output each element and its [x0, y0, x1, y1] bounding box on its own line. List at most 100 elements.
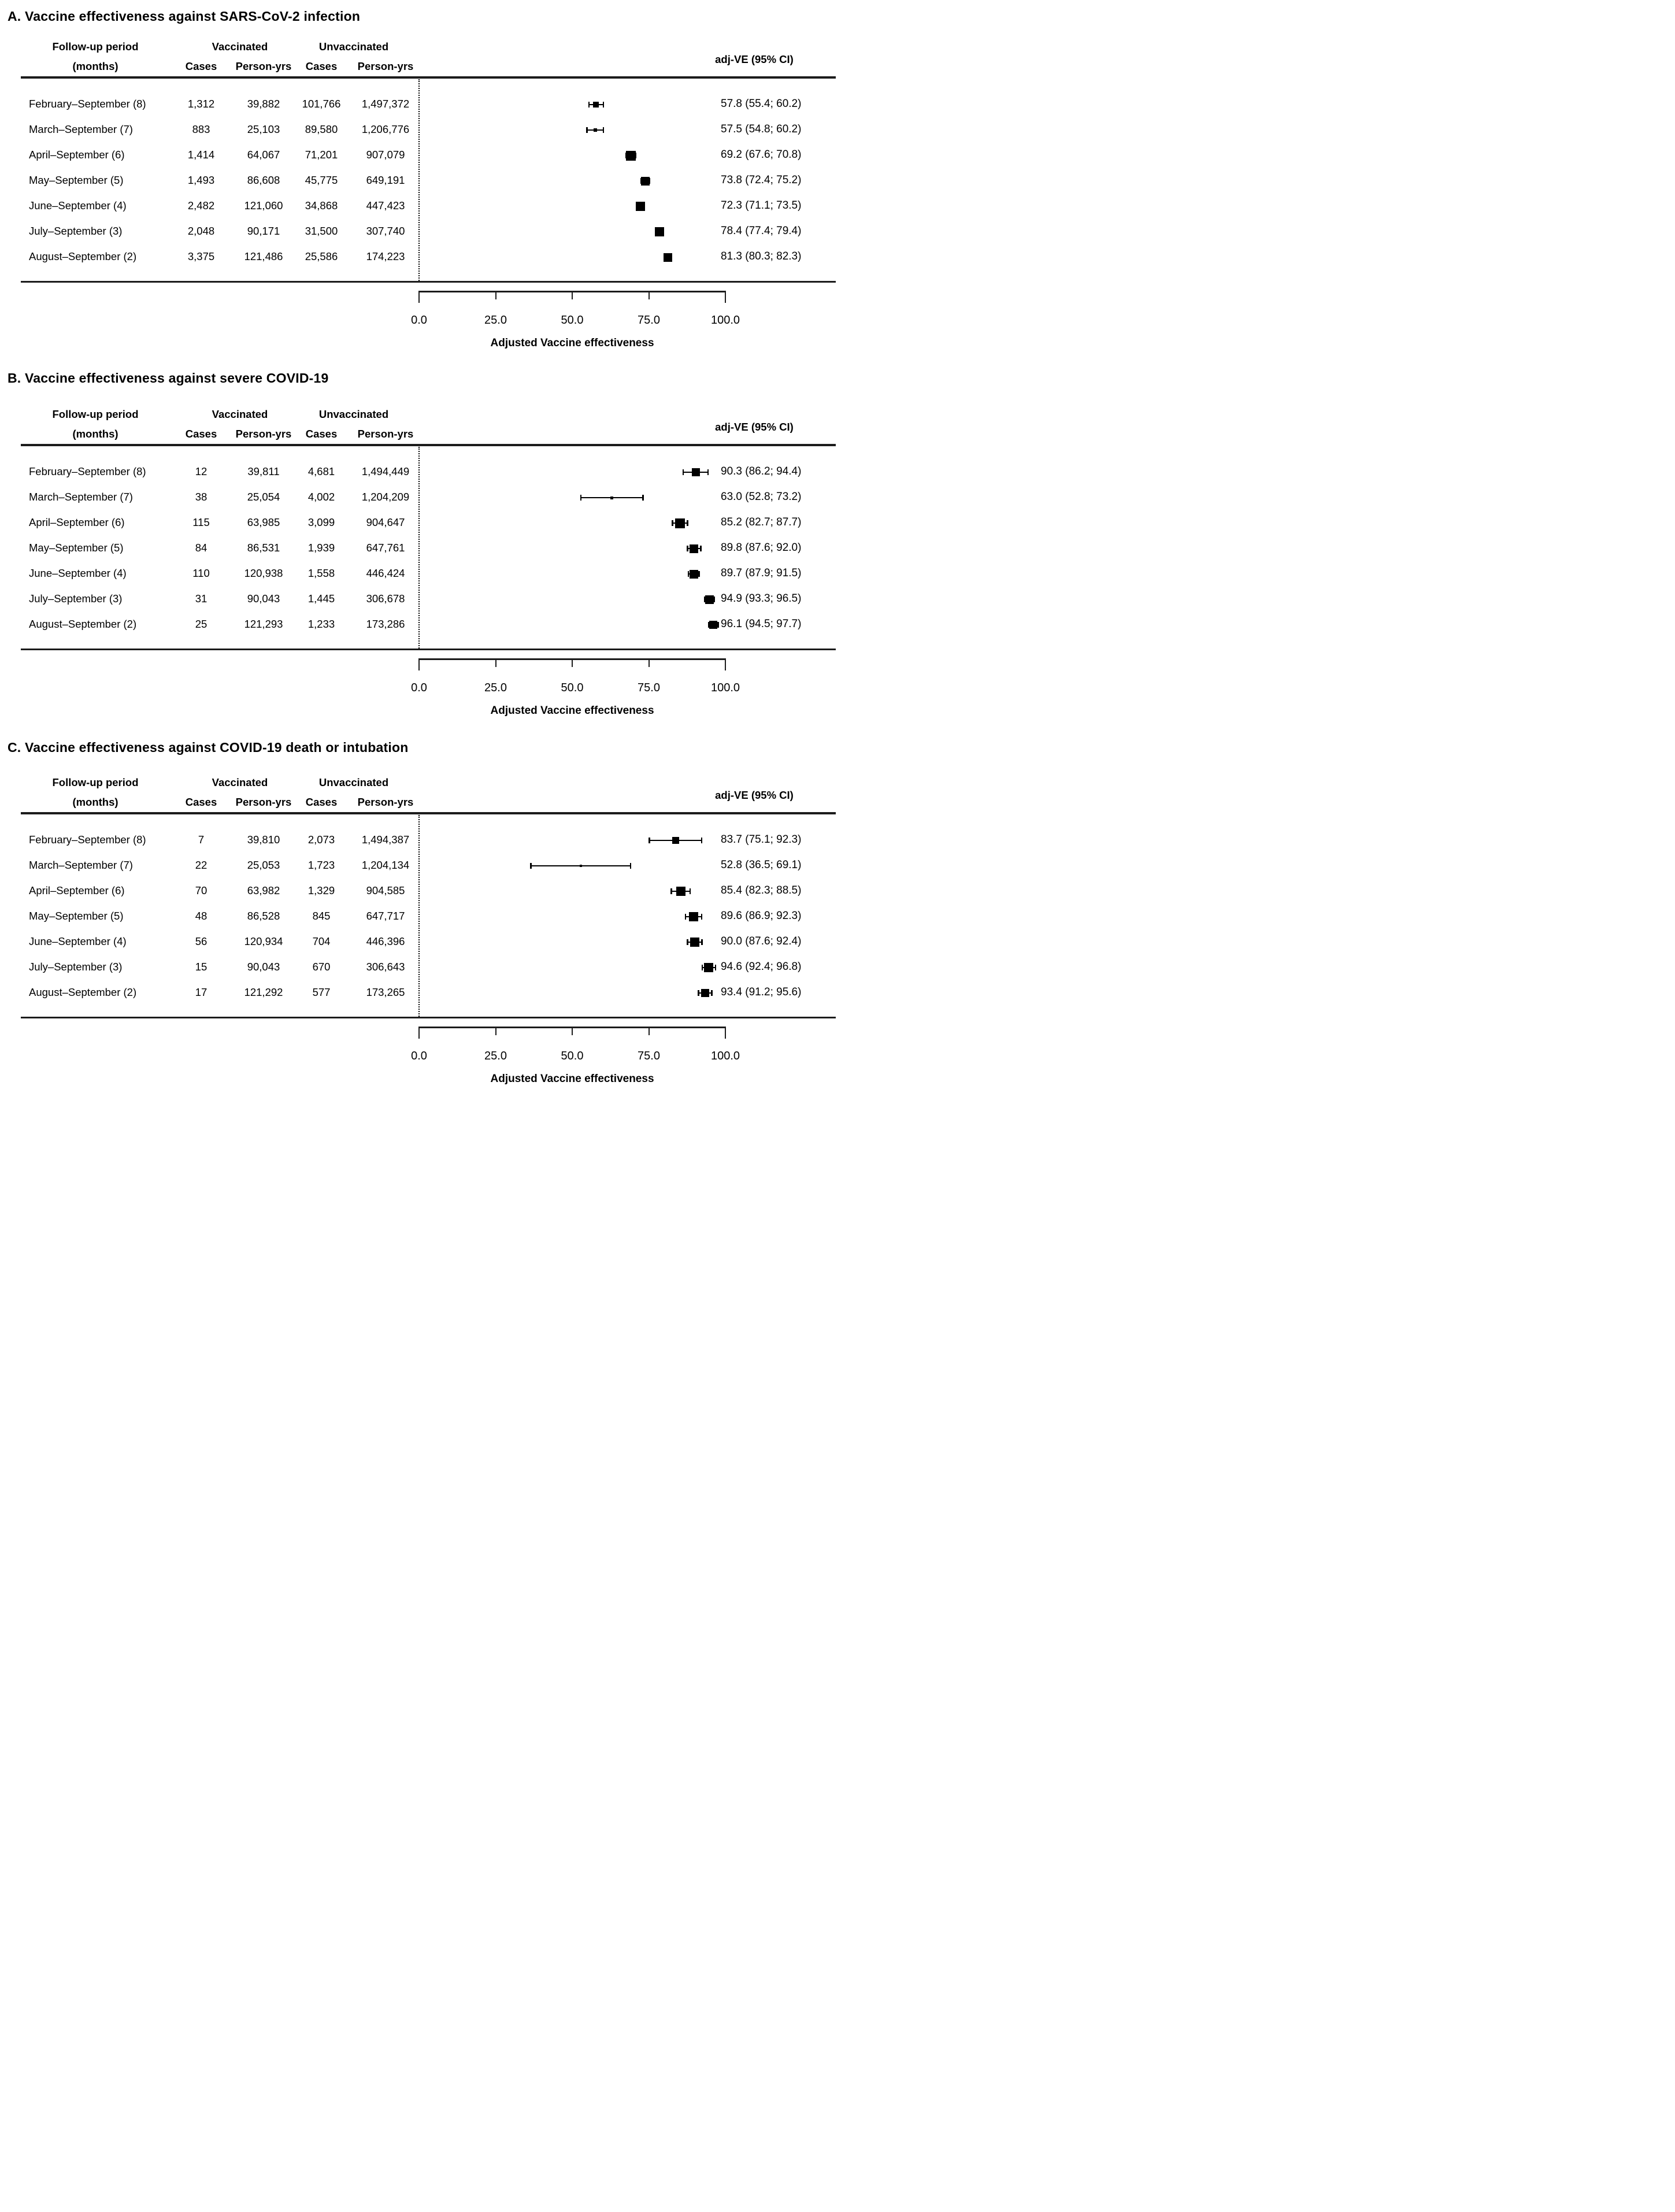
point-estimate-marker: [705, 595, 714, 604]
adj-ve-ci-value: 81.3 (80.3; 82.3): [721, 250, 802, 262]
vaccinated-person-yrs-value: 25,054: [247, 491, 280, 503]
adj-ve-ci-value: 93.4 (91.2; 95.6): [721, 986, 802, 998]
point-estimate-marker: [593, 128, 597, 132]
vaccinated-cases-value: 3,375: [187, 250, 215, 262]
adj-ve-ci-value: 89.6 (86.9; 92.3): [721, 910, 802, 922]
x-axis-title: Adjusted Vaccine effectiveness: [490, 705, 654, 717]
unvaccinated-cases-value: 1,939: [307, 542, 335, 554]
vaccinated-person-yrs-value: 90,043: [247, 961, 280, 973]
vaccinated-cases-value: 38: [195, 491, 207, 503]
x-axis-tick-mark: [725, 658, 726, 670]
column-header-unvaccinated-group: Unvaccinated: [318, 776, 389, 788]
unvaccinated-cases-value: 3,099: [307, 516, 335, 528]
unvaccinated-cases-value: 1,558: [307, 567, 335, 579]
point-estimate-marker: [626, 150, 636, 161]
ci-cap-right: [629, 863, 632, 869]
forest-panel: A. Vaccine effectiveness against SARS-Co…: [0, 0, 837, 368]
vaccinated-cases-value: 70: [195, 884, 207, 896]
point-estimate-marker: [688, 912, 698, 921]
vaccinated-cases-value: 1,414: [187, 149, 215, 161]
vaccinated-person-yrs-value: 121,293: [244, 618, 283, 630]
table-bottom-rule: [21, 1017, 836, 1018]
period-label: February–September (8): [29, 833, 146, 846]
vaccinated-person-yrs-value: 121,486: [244, 250, 283, 262]
unvaccinated-cases-value: 670: [312, 961, 331, 973]
column-header-adj-ve: adj-VE (95% CI): [715, 789, 794, 801]
x-axis-tick-mark: [648, 291, 650, 299]
adj-ve-ci-value: 89.8 (87.6; 92.0): [721, 542, 802, 554]
vaccinated-person-yrs-value: 63,985: [247, 516, 280, 528]
period-label: June–September (4): [29, 199, 127, 212]
point-estimate-marker: [704, 963, 714, 972]
period-label: June–September (4): [29, 567, 127, 579]
column-header-unvaccinated-cases: Cases: [305, 428, 338, 440]
unvaccinated-person-yrs-value: 1,204,209: [361, 491, 410, 503]
unvaccinated-cases-value: 101,766: [302, 98, 341, 110]
unvaccinated-person-yrs-value: 447,423: [366, 199, 405, 212]
vaccinated-person-yrs-value: 90,043: [247, 592, 280, 605]
x-axis-tick-mark: [572, 658, 573, 667]
ci-cap-left: [670, 888, 672, 894]
period-label: May–September (5): [29, 174, 124, 186]
vaccinated-cases-value: 1,312: [187, 98, 215, 110]
unvaccinated-person-yrs-value: 446,424: [366, 567, 405, 579]
x-axis-tick-mark: [418, 658, 420, 670]
point-estimate-marker: [689, 569, 698, 579]
period-label: April–September (6): [29, 149, 125, 161]
vaccinated-person-yrs-value: 25,053: [247, 859, 280, 871]
unvaccinated-person-yrs-value: 647,717: [366, 910, 405, 922]
adj-ve-ci-value: 85.4 (82.3; 88.5): [721, 884, 802, 896]
x-axis-tick-label: 100.0: [710, 1050, 740, 1062]
vaccinated-person-yrs-value: 39,882: [247, 98, 280, 110]
ci-cap-left: [672, 520, 673, 526]
unvaccinated-cases-value: 4,002: [307, 491, 335, 503]
vaccinated-cases-value: 115: [192, 516, 210, 528]
vaccinated-person-yrs-value: 86,528: [247, 910, 280, 922]
adj-ve-ci-value: 94.6 (92.4; 96.8): [721, 961, 802, 973]
unvaccinated-person-yrs-value: 307,740: [366, 225, 405, 237]
point-estimate-marker: [676, 887, 685, 896]
ci-cap-right: [701, 939, 703, 945]
vaccinated-person-yrs-value: 90,171: [247, 225, 280, 237]
ci-cap-right: [713, 596, 716, 602]
period-label: August–September (2): [29, 250, 137, 262]
period-label: July–September (3): [29, 225, 123, 237]
ci-cap-right: [687, 520, 688, 526]
point-estimate-marker: [690, 938, 699, 947]
period-label: April–September (6): [29, 516, 125, 528]
unvaccinated-cases-value: 4,681: [307, 465, 335, 477]
period-label: August–September (2): [29, 618, 137, 630]
column-header-adj-ve: adj-VE (95% CI): [715, 53, 794, 65]
figure-root: A. Vaccine effectiveness against SARS-Co…: [0, 0, 837, 1106]
vaccinated-person-yrs-value: 121,292: [244, 986, 283, 998]
ci-cap-left: [687, 546, 688, 551]
ci-cap-left: [530, 863, 532, 869]
vaccinated-person-yrs-value: 25,103: [247, 123, 280, 135]
ci-cap-left: [580, 495, 582, 501]
period-label: February–September (8): [29, 465, 146, 477]
vaccinated-cases-value: 48: [195, 910, 207, 922]
vaccinated-person-yrs-value: 86,531: [247, 542, 280, 554]
unvaccinated-person-yrs-value: 904,647: [366, 516, 405, 528]
adj-ve-ci-value: 83.7 (75.1; 92.3): [721, 833, 802, 846]
x-axis-tick-mark: [418, 1027, 420, 1039]
vaccinated-cases-value: 31: [195, 592, 207, 605]
adj-ve-ci-value: 94.9 (93.3; 96.5): [721, 592, 802, 605]
unvaccinated-person-yrs-value: 1,494,387: [361, 833, 410, 846]
ci-cap-right: [698, 571, 700, 577]
unvaccinated-cases-value: 71,201: [305, 149, 338, 161]
ci-cap-left: [701, 965, 703, 970]
vaccinated-cases-value: 15: [195, 961, 207, 973]
column-header-vaccinated-group: Vaccinated: [212, 776, 268, 788]
point-estimate-marker: [691, 468, 700, 476]
zero-reference-line: [418, 79, 420, 281]
adj-ve-ci-value: 57.5 (54.8; 60.2): [721, 123, 802, 135]
vaccinated-person-yrs-value: 64,067: [247, 149, 280, 161]
panel-title: B. Vaccine effectiveness against severe …: [8, 370, 329, 386]
x-axis-title: Adjusted Vaccine effectiveness: [490, 1073, 654, 1085]
point-estimate-marker: [690, 544, 699, 553]
column-header-followup-line1: Follow-up period: [52, 776, 139, 788]
unvaccinated-person-yrs-value: 173,286: [366, 618, 405, 630]
x-axis-tick-mark: [648, 658, 650, 667]
column-header-vaccinated-person-yrs: Person-yrs: [235, 428, 292, 440]
